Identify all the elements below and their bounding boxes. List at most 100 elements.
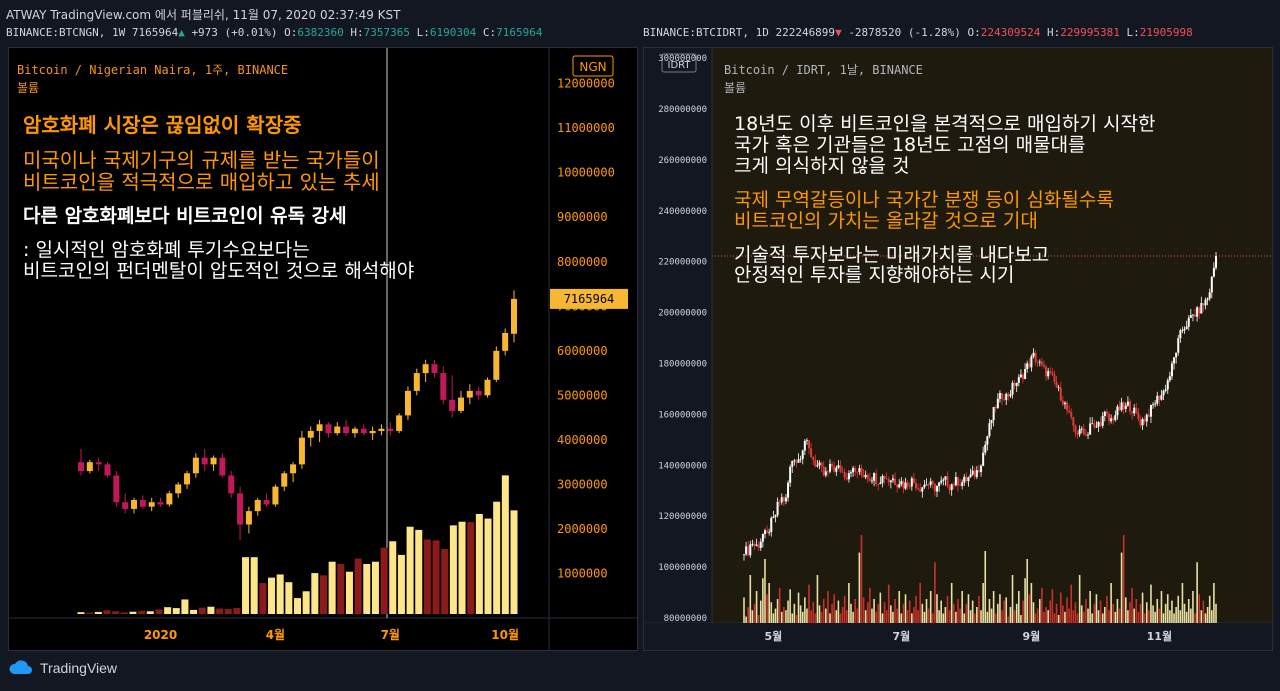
volume-bar [94, 611, 102, 614]
volume-bar [940, 600, 942, 623]
volume-bar [493, 501, 501, 614]
candle-body [1112, 418, 1115, 421]
candle-body [1194, 314, 1197, 317]
currency-badge [572, 55, 614, 77]
candle-body [877, 484, 880, 485]
candle-body [1011, 382, 1014, 395]
volume-bar [207, 606, 215, 614]
volume-bar [1045, 607, 1047, 623]
volume-bar [881, 613, 884, 623]
right-change: -2878520 (-1.28%) [848, 26, 961, 39]
volume-bar [978, 595, 980, 623]
volume-bar [397, 554, 405, 614]
volume-bar [363, 564, 371, 614]
volume-bar [873, 599, 875, 623]
candle-body [969, 474, 972, 478]
volume-bar [944, 607, 947, 623]
candle-body [873, 473, 876, 481]
volume-bar [997, 603, 999, 623]
candle-body [1019, 374, 1022, 378]
candle-body [1047, 371, 1050, 377]
volume-bar [751, 610, 754, 623]
candle-body [782, 497, 785, 502]
candle-body [1036, 362, 1039, 363]
candle-body [228, 475, 235, 494]
volume-bar [825, 608, 827, 623]
volume-bar [890, 605, 892, 623]
volume-bar [1030, 583, 1033, 623]
currency-label: IDRT [668, 60, 692, 71]
volume-bar [852, 611, 854, 623]
volume-bar [1156, 599, 1159, 623]
volume-bar [1187, 599, 1190, 623]
candle-body [307, 430, 314, 438]
candle-body [787, 482, 790, 498]
candle-body [996, 398, 999, 409]
candle-body [1066, 402, 1069, 411]
candle-body [1196, 307, 1199, 317]
volume-bar [820, 611, 823, 623]
volume-bar [1024, 578, 1026, 623]
candle-body [793, 460, 796, 462]
volume-bar [755, 591, 758, 623]
right-chart-panel[interactable]: IDRT 80000000 100000000 120000000 140000000 1… [643, 47, 1273, 651]
candle-body [889, 480, 892, 483]
price-tick-label: 140000000 [658, 461, 707, 471]
volume-bar [837, 600, 840, 623]
price-tick-label: 240000000 [658, 207, 707, 217]
volume-bar [1007, 616, 1010, 623]
tradingview-logo[interactable]: TradingView [8, 660, 117, 676]
candle-body [1110, 418, 1113, 422]
volume-bar [1152, 605, 1154, 623]
candle-body [1061, 400, 1064, 405]
candle-body [935, 486, 938, 492]
candle-body [847, 473, 850, 480]
candle-body [1181, 330, 1184, 332]
candle-body [761, 533, 764, 542]
candle-body [1040, 361, 1043, 365]
volume-bar [1005, 597, 1008, 623]
volume-bar [1211, 610, 1213, 623]
volume-bar [1101, 613, 1104, 623]
candle-body [885, 478, 888, 480]
candle-body [95, 462, 102, 465]
volume-bar [1001, 610, 1003, 623]
left-chart-panel[interactable]: 1000000 2000000 3000000 4000000 5000000 60000… [8, 47, 638, 651]
volume-bar [1051, 589, 1054, 623]
candle-body [755, 544, 758, 546]
candle-body [378, 428, 385, 431]
volume-bar [423, 539, 431, 614]
candle-body [466, 390, 473, 398]
candle-body [1160, 395, 1163, 400]
left-volume-label: 볼륨 [17, 81, 40, 95]
candle-body [780, 497, 783, 503]
left-chart-svg[interactable]: 1000000 2000000 3000000 4000000 5000000 60000… [9, 48, 638, 651]
volume-bar [973, 613, 976, 623]
time-tick-label: 9월 [1023, 629, 1041, 643]
candle-body [942, 479, 945, 481]
volume-bar [1137, 611, 1140, 623]
volume-bar [1204, 613, 1207, 623]
currency-label: NGN [579, 60, 606, 74]
right-chart-svg[interactable]: IDRT 80000000 100000000 120000000 140000000 1… [644, 48, 1273, 651]
volume-bar [1099, 600, 1102, 623]
volume-bar [827, 591, 829, 623]
candle-body [948, 486, 951, 491]
volume-bar [1202, 600, 1205, 623]
volume-bar [1194, 613, 1196, 623]
candle-body [1154, 403, 1157, 405]
right-low: 21905998 [1139, 26, 1193, 39]
candle-body [799, 458, 802, 460]
candle-body [896, 484, 899, 488]
candle-body [166, 493, 173, 505]
candle-body [1191, 314, 1194, 316]
volume-bar [816, 575, 819, 623]
candle-body [113, 475, 120, 503]
candle-body [829, 463, 832, 472]
candle-body [1005, 393, 1008, 400]
volume-bar [1208, 595, 1211, 623]
candle-body [1183, 329, 1186, 331]
volume-bar [1145, 602, 1148, 623]
volume-bar [172, 608, 180, 614]
volume-bar [501, 475, 509, 614]
